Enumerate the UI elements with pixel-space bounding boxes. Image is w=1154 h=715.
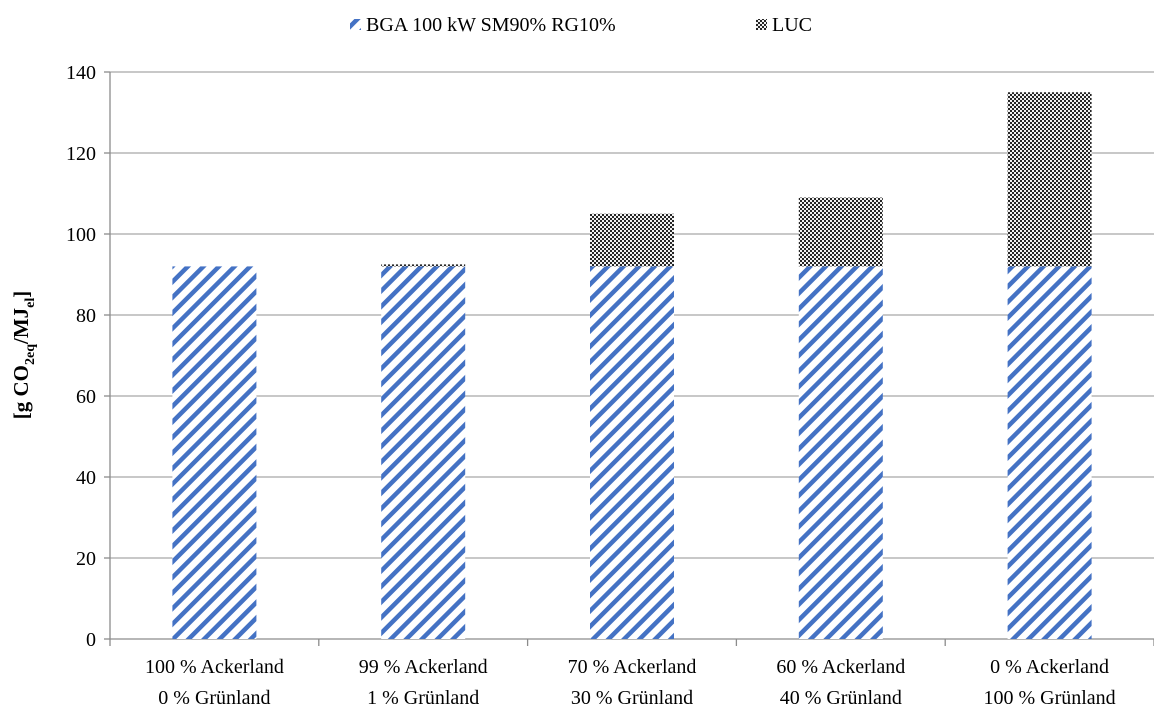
bars <box>172 92 1092 639</box>
y-axis-label-sub2: el <box>23 298 38 308</box>
bar-segment-luc <box>590 213 674 267</box>
x-tick-label: 60 % Ackerland <box>776 656 905 678</box>
bar-segment-luc <box>381 264 466 267</box>
bar-segment-bga <box>1007 266 1092 639</box>
legend-swatch <box>756 19 767 30</box>
y-tick-label: 20 <box>76 548 96 570</box>
bar-segment-luc <box>798 197 883 267</box>
y-axis-label-suffix: ] <box>9 291 33 298</box>
y-axis-label-prefix: [g CO <box>9 365 33 419</box>
legend-label: BGA 100 kW SM90% RG10% <box>366 14 616 36</box>
x-tick-label: 30 % Grünland <box>571 687 693 709</box>
y-tick-labels: 0 20 40 60 80 100 120 140 <box>66 62 96 651</box>
y-tick-label: 140 <box>66 62 96 84</box>
y-tick-label: 0 <box>86 629 96 651</box>
y-tick-label: 100 <box>66 224 96 246</box>
x-tick-label: 100 % Ackerland <box>145 656 284 678</box>
y-tick-label: 80 <box>76 305 96 327</box>
x-tick-label: 0 % Grünland <box>158 687 270 709</box>
y-tick-label: 40 <box>76 467 96 489</box>
bar-segment-bga <box>798 266 883 639</box>
y-axis-label-mid: /MJ <box>9 308 33 345</box>
y-axis-label: [g CO2eq/MJel] <box>9 291 38 420</box>
legend: BGA 100 kW SM90% RG10% LUC <box>350 14 812 36</box>
bar-segment-bga <box>590 266 674 639</box>
x-tick-label: 99 % Ackerland <box>359 656 488 678</box>
bar-segment-luc <box>1007 92 1092 267</box>
x-tick-label: 1 % Grünland <box>367 687 479 709</box>
x-tick-label: 40 % Grünland <box>780 687 902 709</box>
legend-label: LUC <box>772 14 812 36</box>
x-tick-label: 0 % Ackerland <box>990 656 1109 678</box>
y-axis-label-sub1: 2eq <box>23 344 38 365</box>
x-tick-label: 100 % Grünland <box>983 687 1115 709</box>
bar-segment-bga <box>172 266 257 639</box>
bar-segment-bga <box>381 266 466 639</box>
y-tick-label: 120 <box>66 143 96 165</box>
legend-swatch <box>350 19 361 30</box>
x-tick-label: 70 % Ackerland <box>568 656 697 678</box>
x-tick-labels: 100 % Ackerland 0 % Grünland 99 % Ackerlan… <box>145 656 1116 709</box>
y-tick-label: 60 <box>76 386 96 408</box>
